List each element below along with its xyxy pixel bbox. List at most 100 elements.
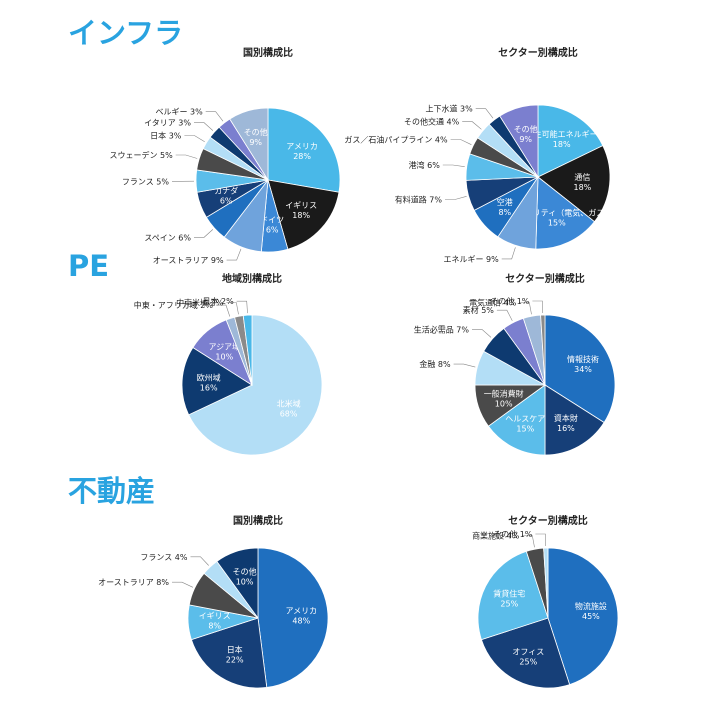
slice-label: 通信	[574, 172, 590, 182]
chart-title: セクター別構成比	[508, 514, 588, 527]
leader-line	[501, 247, 516, 260]
pie-slice	[499, 104, 539, 179]
pie-slice	[267, 107, 341, 193]
slice-label: 情報技術	[567, 354, 599, 364]
chart-title: 地域別構成比	[222, 272, 282, 285]
slice-value-label: 9%	[249, 138, 262, 147]
slice-label: その他	[514, 124, 538, 134]
slice-label: スペイン 6%	[144, 233, 191, 242]
chart-realestate-sector: セクター別構成比 物流施設 45% オフィス 25% 賃貸住宅 25% 商業施設 4% その他 …	[360, 510, 720, 700]
slice-value-label: 8%	[498, 208, 511, 217]
chart-infra-sector: セクター別構成比 再生可能エネルギー 18% 通信 18% ユーティリティ（電気、ガス） 1…	[344, 40, 720, 264]
slice-label: フランス 5%	[122, 177, 169, 186]
slice-label: 有料道路 7%	[395, 195, 443, 205]
slice-label: 資本財	[554, 413, 578, 423]
leader-line	[226, 248, 242, 261]
slice-value-label: 18%	[292, 211, 310, 220]
slice-label: 欧州域	[197, 372, 221, 382]
leader-line	[190, 556, 209, 566]
pie-slice	[242, 314, 253, 386]
slice-label: オーストラリア 8%	[98, 578, 169, 587]
slice-label: 空港	[497, 197, 513, 207]
slice-label: オーストラリア 9%	[153, 256, 224, 265]
chart-title: 国別構成比	[243, 46, 293, 59]
leader-line	[175, 154, 198, 159]
slice-value-label: 45%	[582, 612, 600, 621]
slice-label: アメリカ	[285, 606, 317, 615]
slice-value-label: 10%	[495, 399, 513, 408]
slice-label: ユーティリティ（電気、ガス）	[501, 208, 612, 218]
leader-line	[532, 300, 543, 314]
chart-pe-sector: セクター別構成比 情報技術 34% 資本財 16% ヘルスケア 15% 一般消費財 10% 金融 …	[360, 270, 720, 470]
leader-line	[226, 302, 239, 315]
slice-label: その他	[244, 127, 268, 137]
leader-line	[236, 300, 248, 314]
slice-label: アメリカ	[286, 142, 318, 151]
slice-label: 物流施設	[575, 601, 607, 611]
slice-label: 商業施設 4%	[472, 531, 520, 541]
slice-label: 電気通信 4%	[469, 298, 517, 308]
leader-line	[462, 121, 482, 130]
slice-label: その他	[233, 567, 257, 577]
slice-label: エネルギー 9%	[443, 255, 499, 264]
slice-value-label: 15%	[548, 219, 566, 228]
pie-slice	[229, 107, 269, 182]
slice-label: ヘルスケア	[505, 415, 545, 424]
slice-label: 一般消費財	[484, 388, 524, 398]
slice-label: 金融 8%	[419, 359, 451, 369]
slice-value-label: 18%	[553, 140, 571, 149]
pie-slice	[190, 617, 268, 689]
leader-line	[472, 329, 492, 338]
leader-line	[194, 122, 214, 131]
slice-label: 賃貸住宅	[493, 588, 525, 598]
leader-line	[535, 533, 546, 547]
slice-label: イギリス	[285, 201, 317, 210]
pie-slice	[547, 547, 619, 686]
leader-line	[450, 139, 472, 145]
slice-label: イギリス	[199, 612, 231, 621]
slice-label: 生活必需品 7%	[414, 324, 470, 334]
slice-value-label: 10%	[236, 578, 254, 587]
slice-value-label: 9%	[519, 135, 532, 144]
slice-label: 日本 3%	[150, 131, 182, 141]
slice-label: フランス 4%	[140, 553, 187, 562]
slice-value-label: 28%	[293, 152, 311, 161]
slice-value-label: 68%	[280, 409, 298, 418]
pie-slice	[543, 547, 549, 619]
leader-line	[522, 535, 535, 548]
pie-slice	[267, 179, 340, 250]
pie-slice	[540, 314, 546, 386]
chart-title: セクター別構成比	[505, 272, 585, 285]
pie-slice	[537, 104, 604, 178]
slice-label: 北米域	[277, 398, 301, 408]
slice-label: その他 1%	[490, 296, 530, 306]
slice-label: 港湾 6%	[409, 160, 441, 170]
slice-value-label: 16%	[557, 424, 575, 433]
slice-label: カナダ	[214, 186, 238, 196]
slice-label: スウェーデン 5%	[109, 150, 173, 160]
chart-pe-region: 地域別構成比 北米域 68% 欧州域 16% アジア域 10% 中東・アフリカ域 2% 中南米域…	[0, 270, 360, 470]
leader-line	[496, 309, 513, 321]
slice-label: 上下水道 3%	[425, 104, 473, 114]
slice-label: アジア域	[208, 342, 240, 352]
chart-infra-country: 国別構成比 アメリカ 28% イギリス 18% ドイツ 6% オーストラリア 9% スペイン 6…	[0, 40, 360, 265]
slice-value-label: 8%	[208, 622, 221, 631]
section-title-real-estate: 不動産	[68, 474, 156, 508]
leader-line	[453, 363, 476, 368]
slice-value-label: 25%	[519, 658, 537, 667]
chart-title: 国別構成比	[233, 514, 283, 527]
leader-line	[172, 581, 194, 588]
pie-chart-svg: セクター別構成比再生可能エネルギー18%通信18%ユーティリティ（電気、ガス）1…	[344, 46, 612, 264]
slice-value-label: 48%	[292, 616, 310, 625]
section-title-infra: インフラ	[68, 16, 184, 50]
slice-label: 日本	[227, 645, 243, 655]
chart-realestate-country: 国別構成比 アメリカ 48% 日本 22% イギリス 8% オーストラリア 8% フランス 4%…	[0, 510, 360, 700]
leader-line	[445, 196, 467, 200]
slice-value-label: 18%	[574, 183, 592, 192]
slice-label: 再生可能エネルギー	[526, 129, 598, 139]
pie-slice	[537, 145, 611, 223]
